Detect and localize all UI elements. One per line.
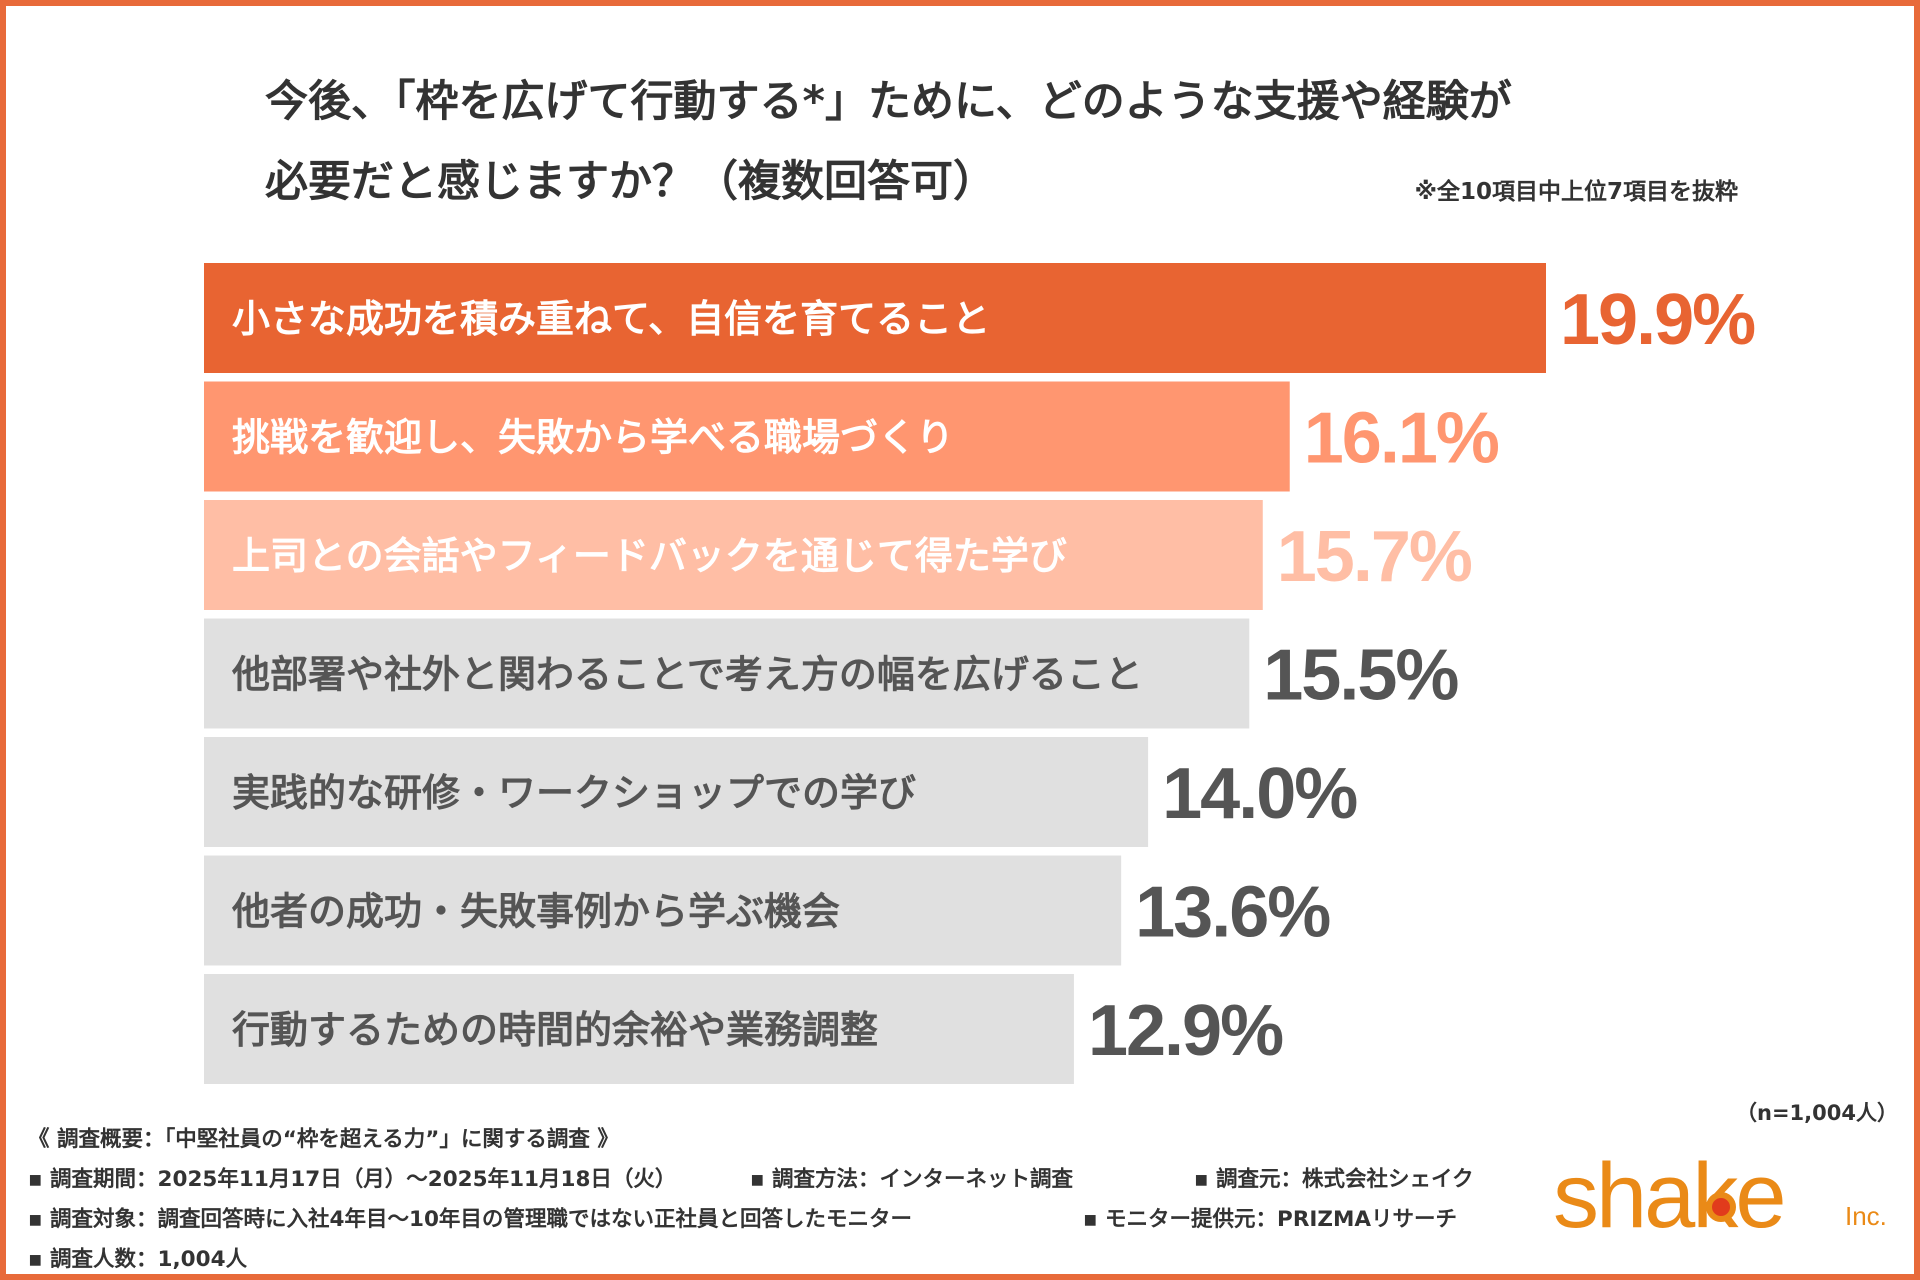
bar: [204, 855, 1122, 966]
bar-category-label: 上司との会話やフィードバックを通じて得た学び: [232, 534, 1067, 578]
survey-count: ▪ 調査人数：1,004人: [28, 1247, 248, 1272]
shake-logo: shake Inc.: [1553, 1146, 1893, 1246]
bar-chart: 小さな成功を積み重ねて、自信を育てること 19.9% 挑戦を歓迎し、失敗から学べる職…: [204, 263, 1757, 1084]
bar: [204, 381, 1290, 492]
bar-category-label: 挑戦を歓迎し、失敗から学べる職場づくり: [232, 416, 954, 460]
survey-provider: ▪ モニター提供元：PRIZMAリサーチ: [1083, 1207, 1457, 1232]
bar-group: 実践的な研修・ワークショップでの学び 14.0%: [204, 737, 1359, 847]
bar: [204, 263, 1546, 373]
bar-value-label: 12.9%: [1088, 991, 1283, 1071]
bar: [204, 500, 1263, 610]
selection-note: ※全10項目中上位7項目を抜粋: [1414, 179, 1738, 205]
survey-target: ▪ 調査対象：調査回答時に入社4年目〜10年目の管理職ではない正社員と回答したモ…: [28, 1207, 912, 1232]
logo-dot: [1706, 1192, 1736, 1222]
bar-category-label: 他部署や社外と関わることで考え方の幅を広げること: [231, 653, 1143, 697]
bar-value-label: 15.5%: [1263, 636, 1458, 716]
logo-wordmark: shake: [1553, 1145, 1786, 1247]
survey-period: ▪ 調査期間：2025年11月17日（月）〜2025年11月18日（火）: [28, 1167, 677, 1192]
bar-value-label: 19.9%: [1560, 280, 1755, 360]
bar-category-label: 実践的な研修・ワークショップでの学び: [232, 771, 916, 815]
bar-group: 行動するための時間的余裕や業務調整 12.9%: [204, 974, 1285, 1084]
bar: [204, 618, 1250, 729]
bar-group: 他部署や社外と関わることで考え方の幅を広げること 15.5%: [204, 618, 1460, 729]
survey-method: ▪ 調査方法：インターネット調査: [750, 1167, 1074, 1192]
bar-group: 小さな成功を積み重ねて、自信を育てること 19.9%: [204, 263, 1757, 373]
chart-title: 今後、「枠を広げて行動する*」ために、どのような支援や経験が 必要だと感じますか…: [265, 62, 1512, 222]
bar-value-label: 15.7%: [1277, 517, 1472, 597]
bar-value-label: 13.6%: [1135, 873, 1330, 953]
bar-value-label: 14.0%: [1162, 754, 1357, 834]
bar-value-label: 16.1%: [1304, 399, 1499, 479]
logo-suffix: Inc.: [1845, 1201, 1887, 1231]
sample-size: （n=1,004人）: [1736, 1101, 1898, 1125]
bar: [204, 737, 1149, 847]
bar-category-label: 行動するための時間的余裕や業務調整: [232, 1008, 878, 1052]
chart-title-line-1: 今後、「枠を広げて行動する*」ために、どのような支援や経験が: [265, 77, 1512, 127]
survey-source: ▪ 調査元：株式会社シェイク: [1194, 1167, 1474, 1192]
survey-heading: 《 調査概要：「中堅社員の“枠を超える力”」に関する調査 》: [28, 1127, 619, 1152]
bar-group: 上司との会話やフィードバックを通じて得た学び 15.7%: [204, 500, 1474, 610]
bar-group: 挑戦を歓迎し、失敗から学べる職場づくり 16.1%: [204, 381, 1501, 492]
chart-title-line-2: 必要だと感じますか？（複数回答可）: [265, 157, 996, 207]
bar-category-label: 小さな成功を積み重ねて、自信を育てること: [232, 297, 990, 341]
bar-group: 他者の成功・失敗事例から学ぶ機会 13.6%: [204, 855, 1332, 966]
bar-category-label: 他者の成功・失敗事例から学ぶ機会: [231, 890, 840, 934]
bar: [204, 974, 1074, 1084]
